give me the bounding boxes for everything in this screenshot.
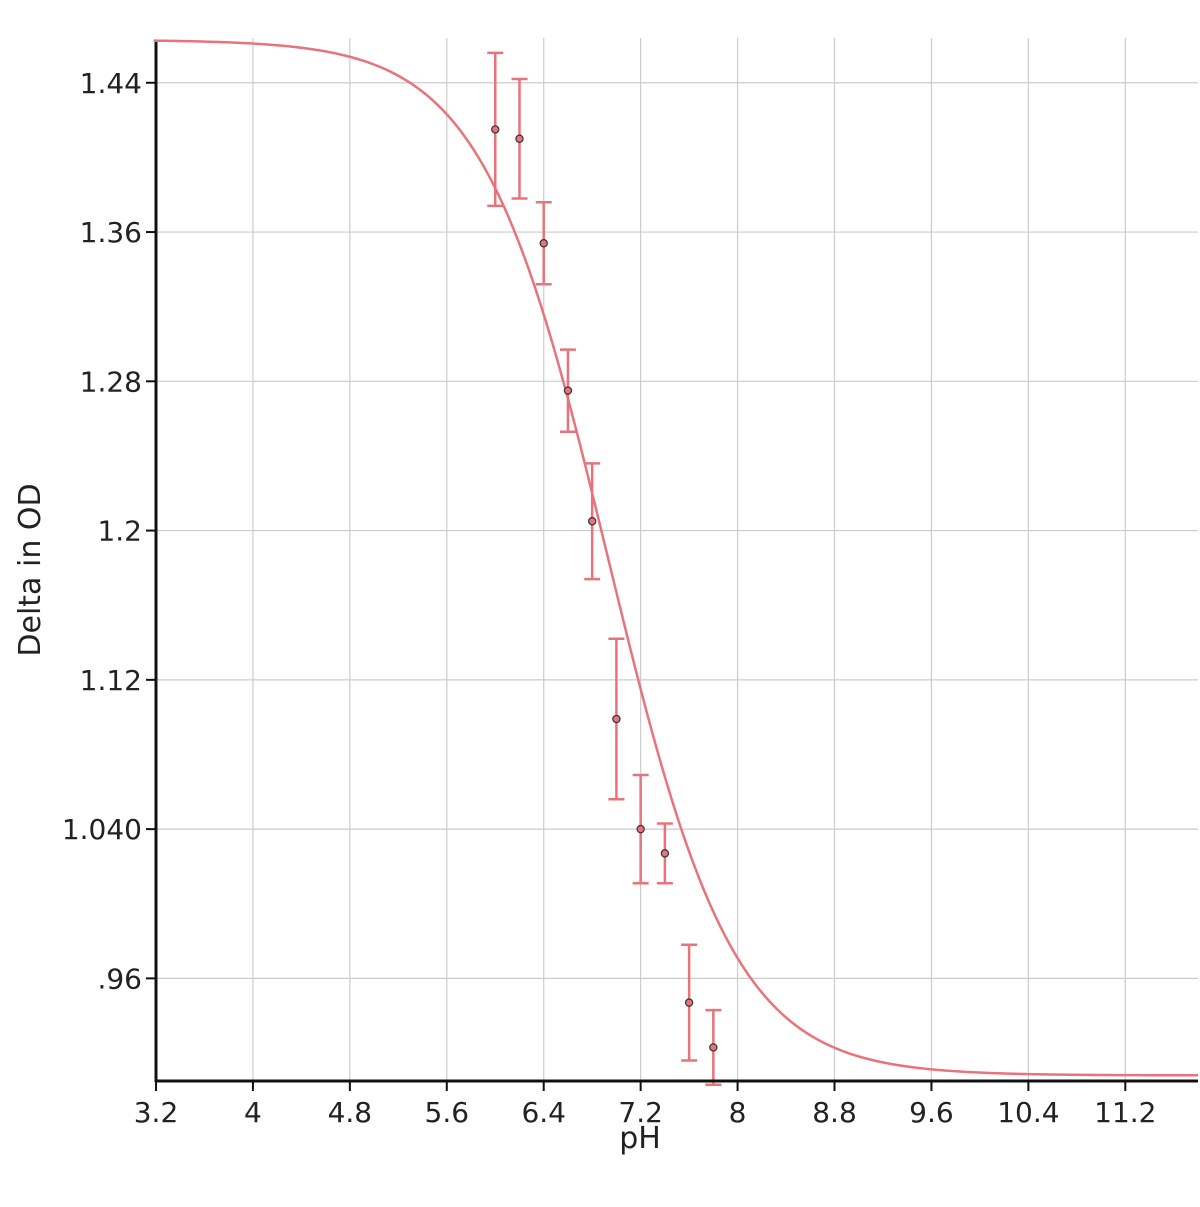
data-point: [587, 517, 597, 526]
y-axis-title: Delta in OD: [13, 483, 48, 656]
y-tick-label: 1.44: [80, 67, 142, 100]
data-point: [539, 239, 548, 248]
data-point: [660, 849, 670, 858]
data-point: [684, 998, 694, 1007]
fit-curve: [153, 39, 1198, 1077]
x-tick-label: 8: [729, 1096, 747, 1129]
x-tick-labels: 3.2 4 4.8 5.6 6.4 7.2 8 8.8 9.6 10.4 11.2: [134, 1081, 1156, 1129]
x-tick-label: 3.2: [134, 1096, 179, 1129]
y-tick-label: 1.040: [62, 813, 142, 846]
data-point: [491, 125, 500, 134]
data-point: [612, 714, 621, 724]
x-tick-label: 7.2: [618, 1096, 663, 1129]
gridlines: [156, 38, 1198, 1081]
x-tick-label: 10.4: [997, 1096, 1059, 1129]
x-tick-label: 9.6: [909, 1096, 954, 1129]
y-tick-label: 1.28: [80, 365, 142, 398]
x-tick-label: 5.6: [425, 1096, 470, 1129]
x-axis-title: pH: [619, 1121, 661, 1156]
y-tick-label: .96: [97, 962, 142, 995]
x-tick-label: 4.8: [328, 1096, 373, 1129]
data-point: [563, 386, 573, 395]
x-tick-label: 8.8: [812, 1096, 857, 1129]
y-tick-label: 1.2: [97, 515, 142, 548]
x-tick-label: 6.4: [521, 1096, 566, 1129]
data-point: [515, 134, 524, 143]
y-tick-label: 1.36: [80, 216, 142, 249]
error-bars: [487, 51, 722, 1086]
data-point: [709, 1043, 718, 1052]
y-tick-labels: .96 1.040 1.12 1.2 1.28 1.36 1.44: [62, 67, 156, 995]
x-tick-label: 4: [244, 1096, 262, 1129]
x-tick-label: 11.2: [1094, 1096, 1156, 1129]
data-point: [636, 824, 645, 834]
data-points: [491, 125, 718, 1052]
y-tick-label: 1.12: [80, 664, 142, 697]
